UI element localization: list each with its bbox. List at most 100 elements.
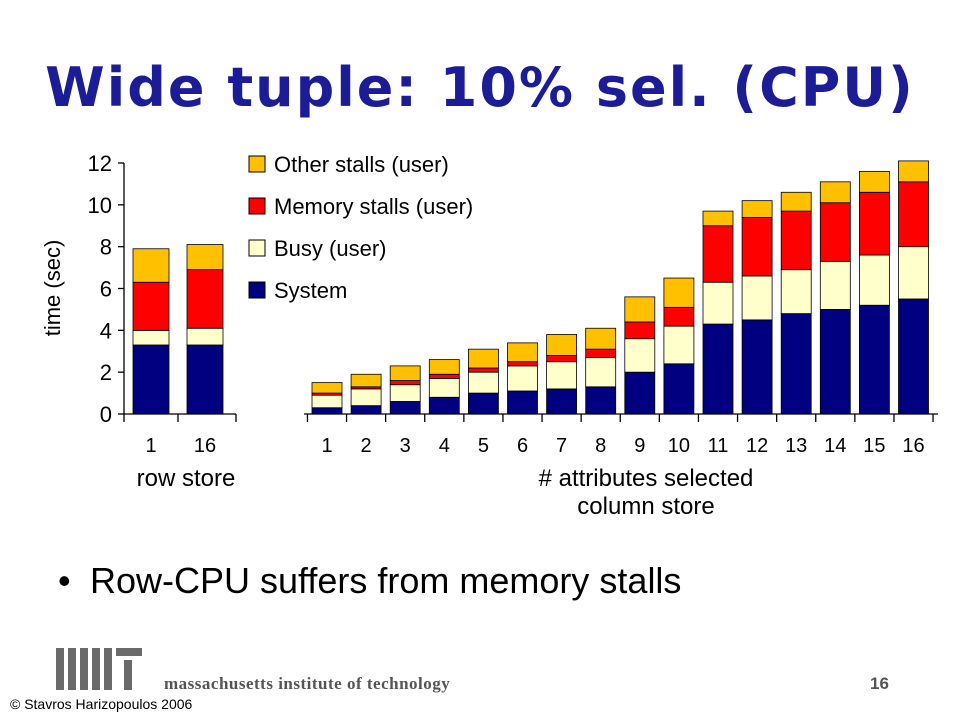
y-tick-label: 0 <box>100 402 112 427</box>
legend-swatch <box>248 239 266 257</box>
bar-segment <box>741 319 773 415</box>
bar-segment <box>819 260 851 310</box>
bar-segment <box>507 342 538 363</box>
legend-swatch <box>248 281 266 299</box>
legend-swatch <box>248 197 266 215</box>
bar-segment <box>663 277 695 308</box>
x-tick-label: 3 <box>400 435 411 457</box>
bar-segment <box>702 323 734 415</box>
bar-segment <box>311 407 343 415</box>
bar-segment <box>898 298 929 415</box>
bar-segment <box>186 269 224 329</box>
legend-label: Busy (user) <box>274 236 386 261</box>
bar-segment <box>741 275 773 321</box>
bar-segment <box>663 325 695 365</box>
bar-segment <box>389 380 421 386</box>
y-axis-label: time (sec) <box>40 240 65 337</box>
x-tick-label: 16 <box>902 435 924 457</box>
bar-segment <box>624 321 656 340</box>
x-tick-label: 13 <box>785 435 807 457</box>
bar-segment <box>186 327 224 346</box>
bar-segment <box>624 371 656 415</box>
bar-segment <box>780 269 812 314</box>
x-tick-label: 1 <box>321 435 332 457</box>
x-tick-label: 11 <box>708 435 729 457</box>
bar-segment <box>819 181 851 204</box>
x-tick-label: 5 <box>478 435 489 457</box>
bar-segment <box>428 359 460 375</box>
bar-segment <box>311 382 343 394</box>
bar-segment <box>428 396 460 415</box>
bar-segment <box>546 361 577 390</box>
legend-label: System <box>274 278 347 303</box>
y-tick-label: 2 <box>100 360 112 385</box>
bar-segment <box>741 216 773 277</box>
bar-segment <box>702 210 734 227</box>
bar-segment <box>898 181 929 248</box>
bar-segment <box>186 344 224 415</box>
bar-segment <box>132 281 170 331</box>
bar-segment <box>859 254 890 306</box>
bar-segment <box>702 225 734 283</box>
x-tick-label: 15 <box>863 435 885 457</box>
bar-segment <box>428 373 460 379</box>
copyright: © Stavros Harizopoulos 2006 <box>10 696 193 712</box>
bar-segment <box>898 246 929 300</box>
x-tick-label: 12 <box>746 435 768 457</box>
bar-segment <box>467 367 499 373</box>
x-tick-label: 4 <box>439 435 450 457</box>
x-tick-label: 14 <box>824 435 846 457</box>
bar-segment <box>780 210 812 271</box>
bar-segment <box>624 296 656 323</box>
bar-segment <box>624 338 656 373</box>
y-tick-label: 4 <box>100 318 112 343</box>
bar-segment <box>132 344 170 415</box>
bar-segment <box>585 327 617 350</box>
x-tick-label: 7 <box>556 435 567 457</box>
bar-segment <box>350 373 382 388</box>
bar-segment <box>186 244 224 271</box>
bar-segment <box>663 306 695 327</box>
bullet-point: • Row-CPU suffers from memory stalls <box>58 560 681 602</box>
x-tick-label: 6 <box>517 435 528 457</box>
bar-segment <box>311 394 343 409</box>
bar-segment <box>780 191 812 212</box>
bar-segment <box>467 348 499 369</box>
bar-segment <box>467 392 499 415</box>
bar-segment <box>859 304 890 415</box>
y-tick-label: 10 <box>88 193 112 218</box>
legend-swatch <box>248 155 266 173</box>
bar-segment <box>132 329 170 346</box>
legend-label: Other stalls (user) <box>274 152 449 177</box>
bar-segment <box>819 309 851 415</box>
x-tick-label: 1 <box>145 435 156 457</box>
bar-segment <box>428 378 460 398</box>
x-tick-label: 2 <box>361 435 372 457</box>
bar-segment <box>350 405 382 415</box>
bar-segment <box>780 313 812 415</box>
page-number: 16 <box>870 674 889 693</box>
legend-label: Memory stalls (user) <box>274 194 473 219</box>
bar-segment <box>132 248 170 283</box>
mit-logo <box>56 648 142 690</box>
bar-segment <box>389 401 421 415</box>
bar-segment <box>859 191 890 256</box>
x-axis-label-column-store: column store <box>577 493 714 520</box>
x-tick-label: 9 <box>634 435 645 457</box>
x-tick-label: 8 <box>595 435 606 457</box>
bar-segment <box>546 355 577 363</box>
x-tick-label: 16 <box>194 435 216 457</box>
bar-segment <box>389 365 421 381</box>
x-axis-label: # attributes selected <box>539 465 754 492</box>
bar-segment <box>546 334 577 356</box>
bar-segment <box>467 371 499 394</box>
bar-segment <box>507 361 538 367</box>
bar-segment <box>585 348 617 358</box>
bar-segment <box>859 170 890 193</box>
y-tick-label: 12 <box>88 151 112 176</box>
bar-segment <box>819 202 851 262</box>
bar-segment <box>741 200 773 218</box>
y-tick-label: 8 <box>100 235 112 260</box>
bullet-text: Row-CPU suffers from memory stalls <box>90 560 682 601</box>
bar-segment <box>585 357 617 388</box>
